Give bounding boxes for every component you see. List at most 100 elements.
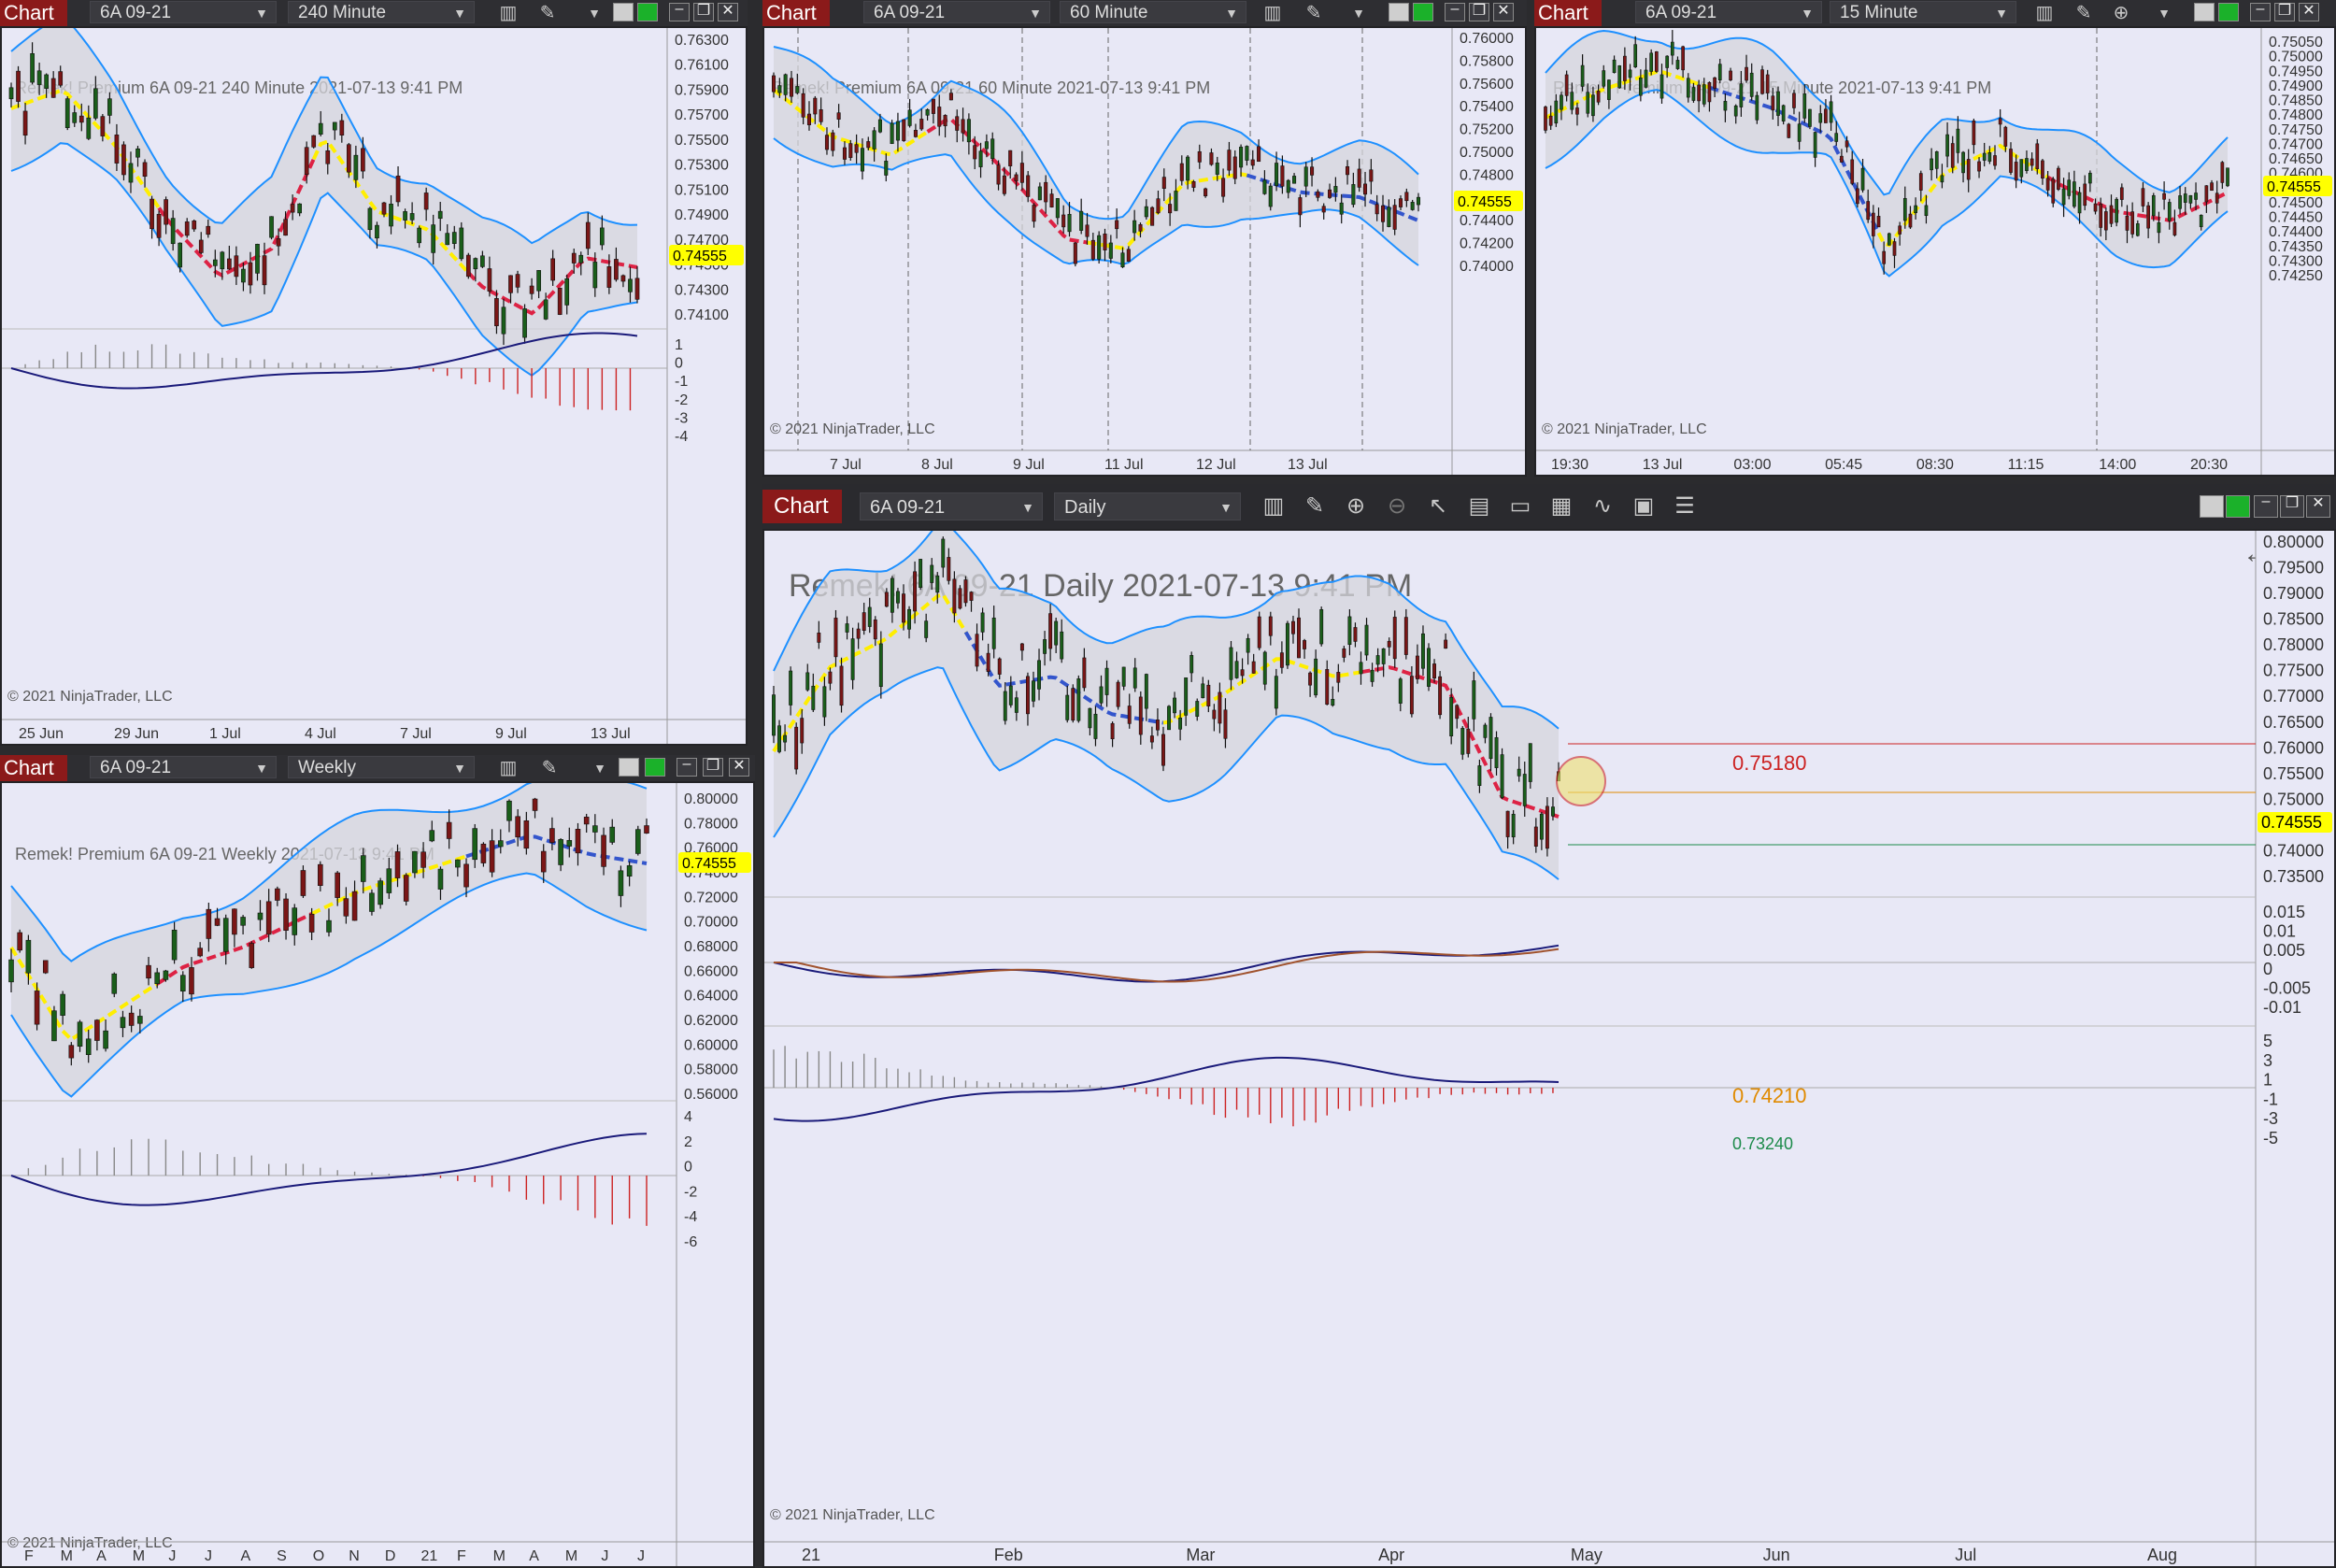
link-green-button[interactable] — [2226, 495, 2250, 518]
candle-body — [1232, 156, 1237, 179]
chevron-down-icon[interactable]: ▼ — [2158, 6, 2171, 21]
candle-body — [1533, 826, 1538, 848]
link-green-button[interactable] — [1413, 3, 1433, 21]
maximize-icon[interactable]: ❐ — [2274, 3, 2295, 21]
instrument-selector[interactable]: 6A 09-21 ▼ — [863, 1, 1050, 23]
bar-chart-icon[interactable]: ▥ — [2035, 3, 2054, 23]
properties-icon[interactable]: ▤ — [1468, 493, 1490, 519]
link-gray-button[interactable] — [613, 3, 634, 21]
candle-body — [1174, 191, 1178, 211]
close-icon[interactable]: ✕ — [2306, 495, 2330, 518]
interval-selector[interactable]: 60 Minute ▼ — [1060, 1, 1246, 23]
candle-body — [2220, 162, 2225, 183]
candle-body — [1787, 123, 1791, 138]
instrment-selector[interactable]: 6A 09-21 ▼ — [860, 492, 1043, 520]
instrument-selector[interactable]: 6A 09-21 ▼ — [1635, 1, 1822, 23]
bar-chart-icon[interactable]: ▥ — [499, 758, 518, 778]
candle-body — [1866, 201, 1871, 221]
candle-body — [361, 148, 365, 172]
bar-chart-icon[interactable]: ▥ — [1262, 493, 1285, 519]
minimize-icon[interactable]: – — [2250, 1, 2271, 21]
chart-area[interactable]: Remek! Premium 6A 09-21 Weekly 2021-07-1… — [2, 783, 753, 1566]
indicators-icon[interactable]: ∿ — [1592, 493, 1613, 519]
close-icon[interactable]: ✕ — [2299, 3, 2319, 21]
chart-area[interactable]: Remek! Premium 6A 09-21 60 Minute 2021-0… — [764, 28, 1525, 475]
bar-chart-icon[interactable]: ▥ — [1263, 3, 1282, 23]
pointer-icon[interactable]: ↖ — [1428, 493, 1448, 519]
window-title[interactable]: Chart — [1534, 0, 1602, 26]
chevron-down-icon[interactable]: ▼ — [1352, 6, 1365, 21]
pencil-icon[interactable]: ✎ — [541, 758, 558, 778]
candle-body — [1048, 613, 1053, 649]
pencil-icon[interactable]: ✎ — [1304, 493, 1325, 519]
list-icon[interactable]: ☰ — [1674, 493, 1695, 519]
chart-area[interactable]: Remek! Premium 6A 09-21 240 Minute 2021-… — [2, 28, 746, 744]
candle-body — [1898, 225, 1902, 235]
interval-selector[interactable]: 15 Minute ▼ — [1830, 1, 2016, 23]
candle-body — [813, 97, 818, 115]
candle-body — [2215, 192, 2219, 204]
candle-body — [283, 898, 289, 931]
close-icon[interactable]: ✕ — [729, 758, 749, 777]
chart-area[interactable]: Remek! Premium 6A 09-21 15 Minute 2021-0… — [1536, 28, 2334, 475]
zoom-icon[interactable]: ⊕ — [1346, 493, 1366, 519]
instrument-selector[interactable]: 6A 09-21 ▼ — [90, 1, 277, 23]
window-title[interactable]: Chart — [0, 755, 67, 781]
window-title[interactable]: Chart — [0, 0, 67, 26]
candle-body — [1090, 239, 1095, 260]
zoom-icon[interactable]: ⊕ — [2113, 3, 2129, 23]
maximize-icon[interactable]: ❐ — [2280, 495, 2304, 518]
link-gray-button[interactable] — [619, 758, 639, 777]
chart-area[interactable]: Remek! 6A 09-21 Daily 2021-07-13 9:41 PM… — [764, 531, 2334, 1566]
maximize-icon[interactable]: ❐ — [693, 3, 714, 21]
pencil-icon[interactable]: ✎ — [539, 3, 556, 23]
maximize-icon[interactable]: ❐ — [703, 758, 723, 777]
pencil-icon[interactable]: ✎ — [2075, 3, 2092, 23]
zoom-out-icon[interactable]: ⊖ — [1387, 493, 1407, 519]
bar-chart-icon[interactable]: ▥ — [499, 3, 518, 23]
minimize-icon[interactable]: – — [1445, 1, 1465, 21]
price-tick-label: 0.75600 — [1460, 77, 1514, 93]
candle-body — [163, 970, 169, 980]
close-icon[interactable]: ✕ — [718, 3, 738, 21]
chevron-down-icon[interactable]: ▼ — [588, 6, 601, 21]
interval-selector[interactable]: Weekly ▼ — [288, 756, 475, 778]
candle-body — [2162, 192, 2166, 200]
link-gray-button[interactable] — [2200, 495, 2224, 518]
interval-selector[interactable]: Daily ▼ — [1054, 492, 1241, 520]
chevron-down-icon[interactable]: ▼ — [593, 761, 606, 776]
candle-body — [2035, 143, 2040, 169]
time-tick-label: Jun — [1763, 1546, 1790, 1564]
interval-selector[interactable]: 240 Minute ▼ — [288, 1, 475, 23]
candle-body — [947, 557, 951, 581]
link-green-button[interactable] — [645, 758, 665, 777]
window-title[interactable]: Chart — [762, 490, 842, 523]
osc-tick-label: 0.015 — [2263, 903, 2305, 921]
maximize-icon[interactable]: ❐ — [1469, 3, 1489, 21]
data-series-icon[interactable]: ▦ — [1550, 493, 1573, 519]
price-tick-label: 0.78000 — [2263, 635, 2324, 654]
price-tick-label: 0.74200 — [1460, 236, 1514, 252]
link-green-button[interactable] — [637, 3, 658, 21]
instrument-selector[interactable]: 6A 09-21 ▼ — [90, 756, 277, 778]
candle-body — [1403, 617, 1408, 655]
templates-icon[interactable]: ▭ — [1509, 493, 1531, 519]
candle-body — [508, 275, 513, 293]
link-green-button[interactable] — [2218, 3, 2239, 21]
window-title[interactable]: Chart — [762, 0, 830, 26]
chart-window-240min: Chart 6A 09-21 ▼ 240 Minute ▼ ▥ ✎ ▼ – ❐ ✕ … — [0, 0, 748, 746]
minimize-icon[interactable]: – — [669, 1, 690, 21]
link-gray-button[interactable] — [1389, 3, 1409, 21]
close-icon[interactable]: ✕ — [1493, 3, 1514, 21]
pencil-icon[interactable]: ✎ — [1305, 3, 1322, 23]
candle-body — [1191, 181, 1196, 188]
price-tick-label: 0.77000 — [2263, 687, 2324, 706]
strategies-icon[interactable]: ▣ — [1632, 493, 1655, 519]
link-gray-button[interactable] — [2194, 3, 2215, 21]
minimize-icon[interactable]: – — [677, 756, 697, 777]
price-tick-label: 0.75300 — [675, 158, 729, 174]
candle-body — [1945, 134, 1949, 157]
candle-body — [1808, 108, 1812, 127]
candle-body — [121, 144, 126, 176]
minimize-icon[interactable]: – — [2254, 493, 2278, 518]
